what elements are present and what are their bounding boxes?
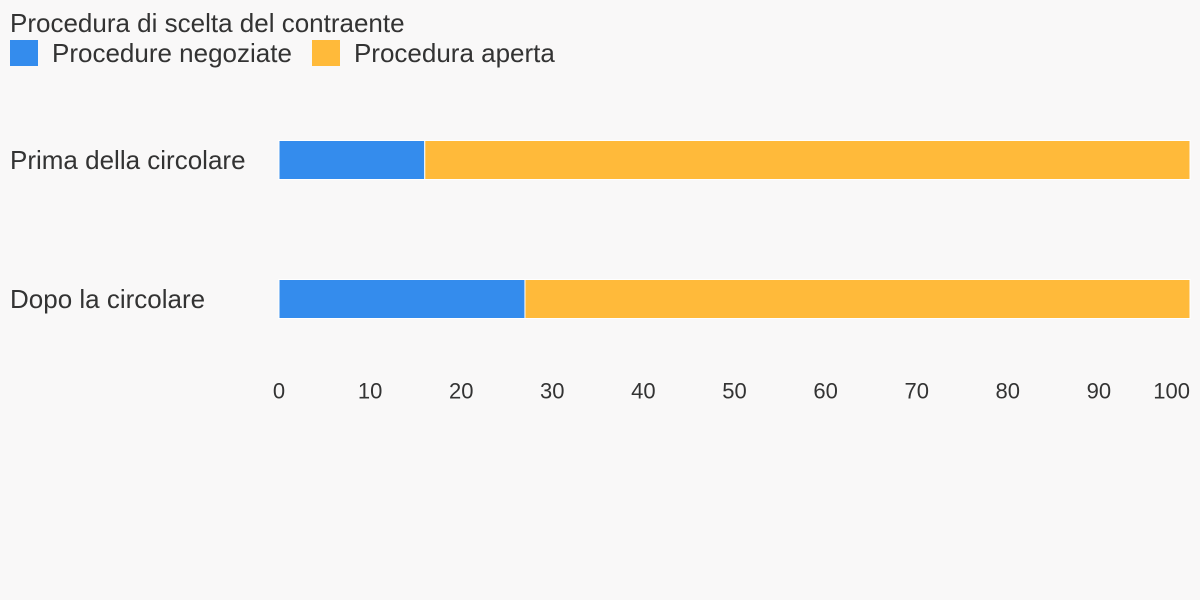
category-label-prima-della-circolare: Prima della circolare (10, 145, 246, 175)
x-tick-label-50: 50 (722, 379, 746, 404)
x-tick-label-60: 60 (813, 379, 837, 404)
x-tick-label-20: 20 (449, 379, 473, 404)
x-tick-label-100: 100 (1153, 379, 1190, 404)
bar-procedura-aperta-dopo-la-circolare[interactable] (524, 279, 1191, 319)
legend-item-procedure-negoziate[interactable]: Procedure negoziate (10, 38, 292, 68)
category-label-dopo-la-circolare: Dopo la circolare (10, 284, 205, 314)
x-tick-label-80: 80 (996, 379, 1020, 404)
bar-procedura-aperta-prima-della-circolare[interactable] (424, 140, 1191, 180)
legend-swatch-procedura-aperta (311, 40, 340, 66)
legend-label-procedura-aperta: Procedura aperta (353, 38, 555, 68)
x-tick-label-10: 10 (358, 379, 382, 404)
x-tick-label-90: 90 (1087, 379, 1111, 404)
legend-label-procedure-negoziate: Procedure negoziate (52, 38, 292, 68)
legend: Procedure negoziate Procedura aperta (10, 38, 575, 68)
bar-procedure-negoziate-dopo-la-circolare[interactable] (278, 279, 526, 319)
chart-title: Procedura di scelta del contraente (10, 8, 405, 38)
x-tick-label-40: 40 (631, 379, 655, 404)
bar-procedure-negoziate-prima-della-circolare[interactable] (278, 140, 426, 180)
x-tick-label-70: 70 (904, 379, 928, 404)
legend-item-procedura-aperta[interactable]: Procedura aperta (311, 38, 555, 68)
x-tick-label-30: 30 (540, 379, 564, 404)
legend-swatch-procedure-negoziate (10, 40, 38, 66)
x-tick-label-0: 0 (273, 379, 285, 404)
